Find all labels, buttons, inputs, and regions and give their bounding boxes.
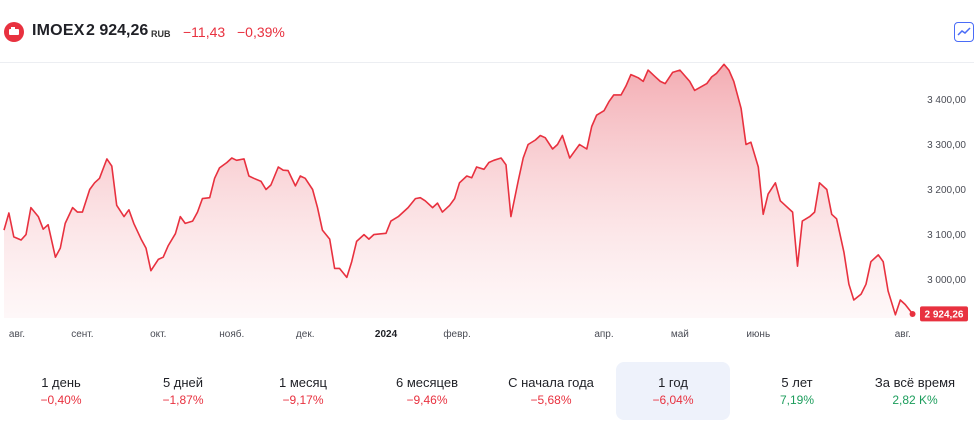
line-chart-icon [957,27,971,36]
period-label: За всё время [874,375,956,390]
price-chart[interactable]: 3 400,00 3 300,00 3 200,00 3 100,00 3 000,00… [0,0,974,350]
period-label: 5 лет [781,375,813,390]
period-change: 2,82 K% [892,393,938,407]
x-tick-label: нояб. [219,328,244,340]
period-option[interactable]: За всё время 2,82 K% [858,362,972,420]
moex-logo-icon [4,22,24,42]
period-label: 1 день [41,375,81,390]
period-change: −9,17% [282,393,324,407]
x-tick-label: авг. [895,329,911,340]
currency-label: RUB [151,29,171,39]
x-tick-label: окт. [150,329,166,340]
x-tick-label: май [671,329,689,340]
y-tick-label: 3 100,00 [927,230,966,241]
x-tick-label: 2024 [375,329,398,340]
last-price-dot [909,310,916,317]
period-change: −6,04% [652,393,694,407]
header-divider [0,62,974,63]
x-tick-label: дек. [296,329,315,340]
x-tick-label: авг. [9,329,25,340]
x-tick-label: июнь [746,329,770,340]
period-option[interactable]: 1 день −0,40% [4,362,118,420]
period-option[interactable]: 6 месяцев −9,46% [370,362,484,420]
period-label: 1 год [658,375,688,390]
ticker-symbol: IMOEX [32,22,85,39]
period-option[interactable]: 5 лет 7,19% [740,362,854,420]
period-label: С начала года [508,375,594,390]
period-option[interactable]: 1 год −6,04% [616,362,730,420]
period-option[interactable]: С начала года −5,68% [494,362,608,420]
price-line [3,63,914,316]
current-price: 2 924,26 [86,22,149,39]
period-change: −1,87% [162,393,204,407]
last-price-badge: 2 924,26 [920,306,968,322]
period-label: 1 месяц [279,375,327,390]
y-tick-label: 3 300,00 [927,140,966,151]
x-tick-label: февр. [443,328,470,340]
svg-text:2 924,26: 2 924,26 [925,309,964,320]
period-change: 7,19% [779,393,815,407]
period-change: −5,68% [530,393,572,407]
period-option[interactable]: 1 месяц −9,17% [246,362,360,420]
price-change-percent: −0,39% [237,24,285,40]
period-change: −0,40% [40,393,82,407]
period-label: 6 месяцев [396,375,458,390]
y-tick-label: 3 200,00 [927,185,966,196]
period-label: 5 дней [162,375,204,390]
quote-header: IMOEX 2 924,26 RUB −11,43 −0,39% [0,0,974,62]
y-tick-label: 3 400,00 [927,95,966,106]
y-tick-label: 3 000,00 [927,275,966,286]
x-tick-label: сент. [71,329,93,340]
price-area [4,64,913,318]
price-change-absolute: −11,43 [183,24,226,40]
period-option[interactable]: 5 дней −1,87% [126,362,240,420]
period-selector: 1 день −0,40% 5 дней −1,87% 1 месяц −9,17% 6 м… [0,362,974,420]
x-tick-label: апр. [594,329,613,340]
period-change: −9,46% [406,393,448,407]
